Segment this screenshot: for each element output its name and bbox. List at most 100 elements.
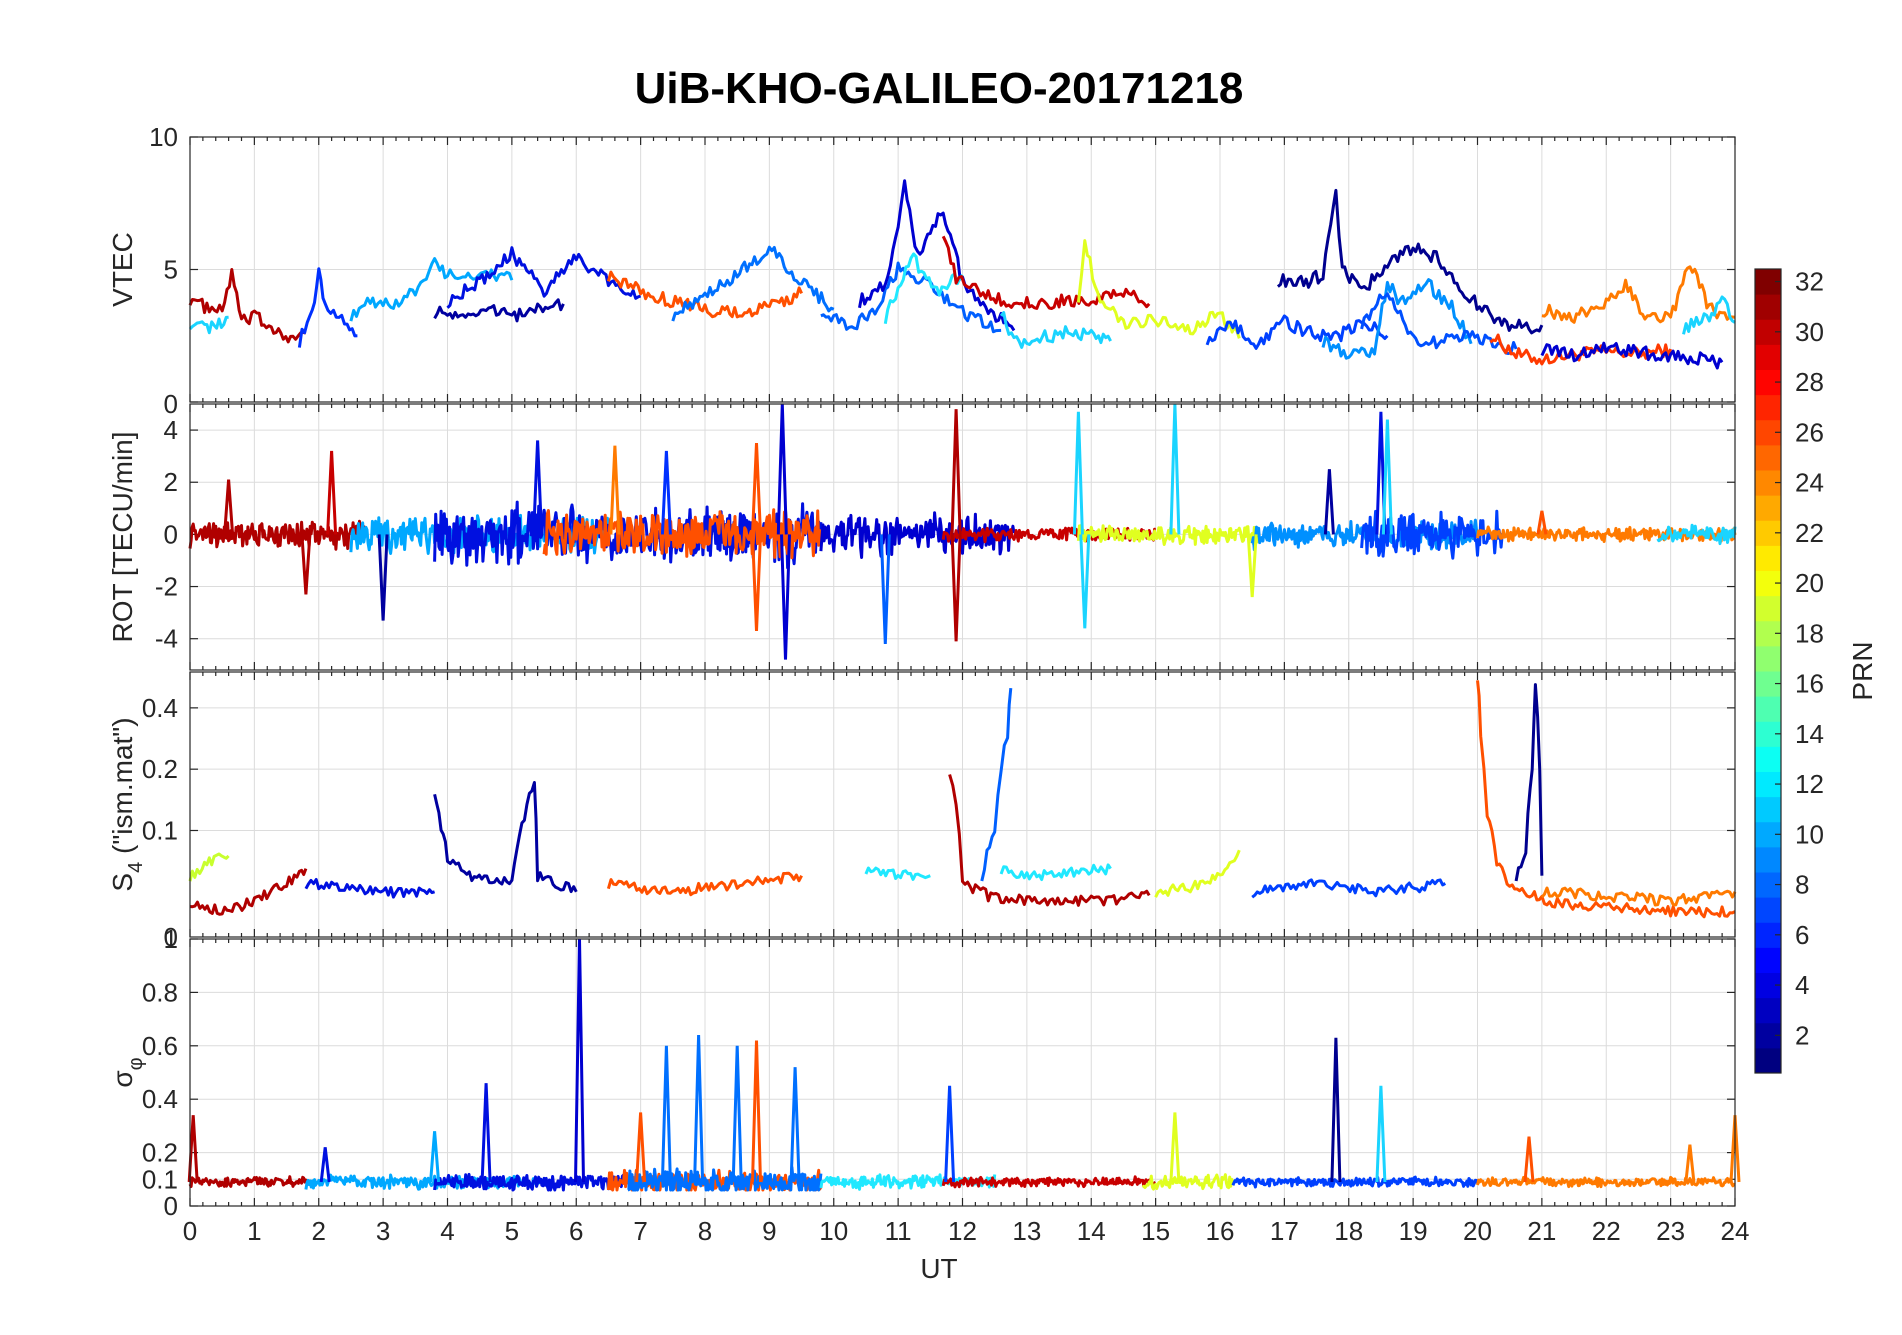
y-tick-label: 4 [164, 415, 178, 445]
spike-mark [950, 409, 962, 535]
x-tick-label: 23 [1656, 1216, 1685, 1246]
panel-3: 0.1 0.2 0.4 0 S4 ("ism.mat") [107, 671, 1737, 952]
series-line-prn-1 [1514, 683, 1544, 882]
series-line-prn-13 [883, 252, 964, 324]
x-tick-label: 13 [1012, 1216, 1041, 1246]
axes-frame [189, 403, 1736, 671]
spike-mark [789, 1067, 801, 1183]
y-axis-label-main: S [107, 873, 138, 892]
y-tick-label: 0 [164, 922, 178, 952]
colorbar-tick-label: 6 [1795, 920, 1809, 950]
series-line-prn-31 [189, 868, 308, 916]
colorbar-tick-label: 32 [1795, 267, 1824, 297]
series-line-prn-6 [1205, 314, 1389, 350]
series-line-prn-3 [819, 511, 1016, 559]
colorbar-segment [1755, 1047, 1781, 1074]
colorbar-segment [1755, 394, 1781, 421]
series-line-prn-26 [1476, 680, 1736, 919]
colorbar-segment [1755, 545, 1781, 571]
spike-group [223, 403, 1548, 660]
series-line-prn-4 [446, 246, 642, 309]
spike-mark [660, 450, 672, 535]
spike-group [187, 938, 1741, 1183]
spike-mark [300, 534, 312, 595]
colorbar-tick-label: 16 [1795, 669, 1824, 699]
y-tick-label: 0.2 [142, 754, 178, 784]
y-axis-label-sub: φ [125, 1057, 147, 1070]
y-axis-label-main: σ [107, 1070, 138, 1087]
y-tick-label: 0.6 [142, 1031, 178, 1061]
x-tick-label: 3 [376, 1216, 390, 1246]
axes-frame [189, 938, 1736, 1207]
colorbar-segment [1755, 645, 1781, 672]
x-tick-label: 16 [1206, 1216, 1235, 1246]
y-axis-label: VTEC [107, 232, 138, 307]
colorbar-frame [1754, 268, 1782, 1074]
x-tick-label: 10 [819, 1216, 848, 1246]
spike-mark [480, 1083, 492, 1183]
series-line-prn-31 [188, 268, 307, 344]
series-line-prn-6 [1251, 878, 1447, 899]
spike-mark [693, 1035, 705, 1183]
spike-mark [1381, 419, 1393, 535]
spike-mark [944, 1085, 956, 1183]
y-tick-label: 1 [164, 924, 178, 954]
x-tick-label: 1 [247, 1216, 261, 1246]
spike-mark [326, 450, 338, 535]
y-tick-label: 0.4 [142, 693, 178, 723]
series-line-prn-2 [433, 781, 578, 894]
series-line-prn-13 [864, 866, 931, 881]
colorbar-tick-label: 14 [1795, 719, 1824, 749]
series-line-prn-10 [1321, 278, 1473, 360]
spike-mark [1169, 403, 1181, 535]
colorbar-segment [1755, 997, 1781, 1024]
series-line-prn-31 [188, 1175, 308, 1188]
series-group [188, 179, 1736, 370]
series-line-prn-20 [1141, 1173, 1235, 1191]
series-group [188, 500, 1737, 570]
x-tick-label: 6 [569, 1216, 583, 1246]
y-axis-label-rest: ("ism.mat") [107, 717, 138, 861]
y-tick-label: 10 [149, 122, 178, 152]
x-tick-label: 15 [1141, 1216, 1170, 1246]
spike-mark [879, 534, 891, 644]
series-line-prn-1 [1276, 188, 1544, 335]
series-line-prn-6 [1360, 509, 1505, 560]
series-line-prn-24 [1540, 886, 1737, 907]
colorbar-tick-label: 10 [1795, 819, 1824, 849]
colorbar-segment [1755, 846, 1781, 873]
x-tick-label: 2 [312, 1216, 326, 1246]
series-line-prn-25 [606, 871, 803, 897]
spike-mark [635, 1112, 647, 1183]
spike-mark [1684, 1144, 1696, 1183]
x-tick-label: 4 [440, 1216, 454, 1246]
spike-mark [1375, 1085, 1387, 1183]
colorbar-tick-label: 28 [1795, 367, 1824, 397]
panel-1: 10 5 VTEC [107, 122, 1736, 403]
series-line-prn-12 [188, 315, 229, 335]
y-tick-label: 0.2 [142, 1138, 178, 1168]
spike-mark [751, 534, 762, 631]
y-axis-label: σφ [107, 1057, 147, 1087]
colorbar-label: PRN [1847, 641, 1878, 700]
colorbar-segment [1755, 344, 1781, 370]
spike-mark [1330, 1037, 1342, 1183]
colorbar-segment [1755, 746, 1781, 772]
spike-mark [780, 534, 791, 660]
series-line-prn-12 [1682, 295, 1736, 335]
x-axis-label: UT [920, 1253, 957, 1284]
x-tick-label: 14 [1077, 1216, 1106, 1246]
spike-mark [532, 440, 544, 535]
y-tick-label: 0 [164, 1191, 178, 1221]
x-tick-label: 24 [1721, 1216, 1750, 1246]
chart-title: UiB-KHO-GALILEO-20171218 [635, 64, 1244, 113]
spike-mark [660, 1045, 672, 1183]
y-tick-label: 0.1 [142, 1164, 178, 1194]
colorbar-tick-label: 24 [1795, 468, 1824, 498]
series-line-prn-4 [433, 1172, 630, 1192]
x-tick-label: 7 [633, 1216, 647, 1246]
series-line-prn-31 [188, 519, 366, 551]
y-tick-label: 0.8 [142, 977, 178, 1007]
